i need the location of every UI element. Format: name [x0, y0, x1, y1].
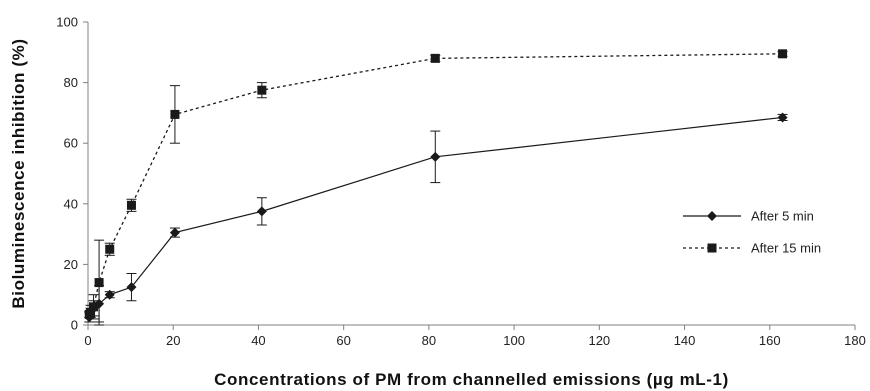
legend-marker — [707, 243, 717, 253]
data-point-after-15-min — [126, 200, 136, 210]
y-tick-label: 40 — [64, 196, 78, 211]
data-point-after-5-min — [126, 282, 137, 293]
series-after-15-min — [84, 49, 788, 326]
x-tick-label: 0 — [84, 333, 91, 348]
data-point-after-15-min — [105, 244, 115, 254]
y-tick-label: 20 — [64, 257, 78, 272]
data-point-after-15-min — [778, 49, 788, 59]
legend-label: After 15 min — [751, 241, 821, 256]
y-tick-label: 0 — [71, 318, 78, 333]
data-point-after-5-min — [777, 112, 788, 123]
data-point-after-5-min — [430, 151, 441, 162]
data-point-after-15-min — [170, 109, 180, 119]
data-point-after-15-min — [257, 85, 267, 95]
y-tick-label: 60 — [64, 136, 78, 151]
plot-area — [84, 49, 788, 326]
data-point-after-15-min — [89, 302, 99, 312]
data-point-after-15-min — [94, 278, 104, 288]
x-tick-label: 180 — [844, 333, 866, 348]
data-point-after-5-min — [169, 227, 180, 238]
x-tick-label: 60 — [336, 333, 350, 348]
data-point-after-5-min — [256, 206, 267, 217]
y-tick-label: 80 — [64, 75, 78, 90]
series-line-after-5-min — [88, 116, 783, 318]
data-point-after-15-min — [86, 308, 96, 318]
y-axis-title: Bioluminescence inhibition (%) — [9, 38, 28, 308]
x-tick-label: 40 — [251, 333, 265, 348]
legend-item-after-5-min: After 5 min — [683, 209, 814, 224]
series-after-5-min — [84, 112, 788, 323]
x-tick-label: 100 — [503, 333, 525, 348]
x-tick-label: 20 — [166, 333, 180, 348]
legend-item-after-15-min: After 15 min — [683, 241, 821, 256]
x-axis-title: Concentrations of PM from channelled emi… — [214, 370, 729, 389]
legend-label: After 5 min — [751, 209, 814, 224]
legend: After 5 min After 15 min — [683, 209, 821, 256]
x-tick-label: 160 — [759, 333, 781, 348]
x-tick-label: 120 — [588, 333, 610, 348]
y-tick-label: 100 — [56, 15, 78, 30]
series-line-after-15-min — [88, 53, 783, 315]
x-tick-label: 80 — [422, 333, 436, 348]
x-tick-label: 140 — [674, 333, 696, 348]
legend-marker — [707, 211, 717, 221]
data-point-after-15-min — [430, 53, 440, 63]
axes: 0 20 40 60 80 100 0 20 40 60 80 100 120 140 160 180 — [56, 15, 866, 349]
data-point-after-5-min — [104, 289, 115, 300]
